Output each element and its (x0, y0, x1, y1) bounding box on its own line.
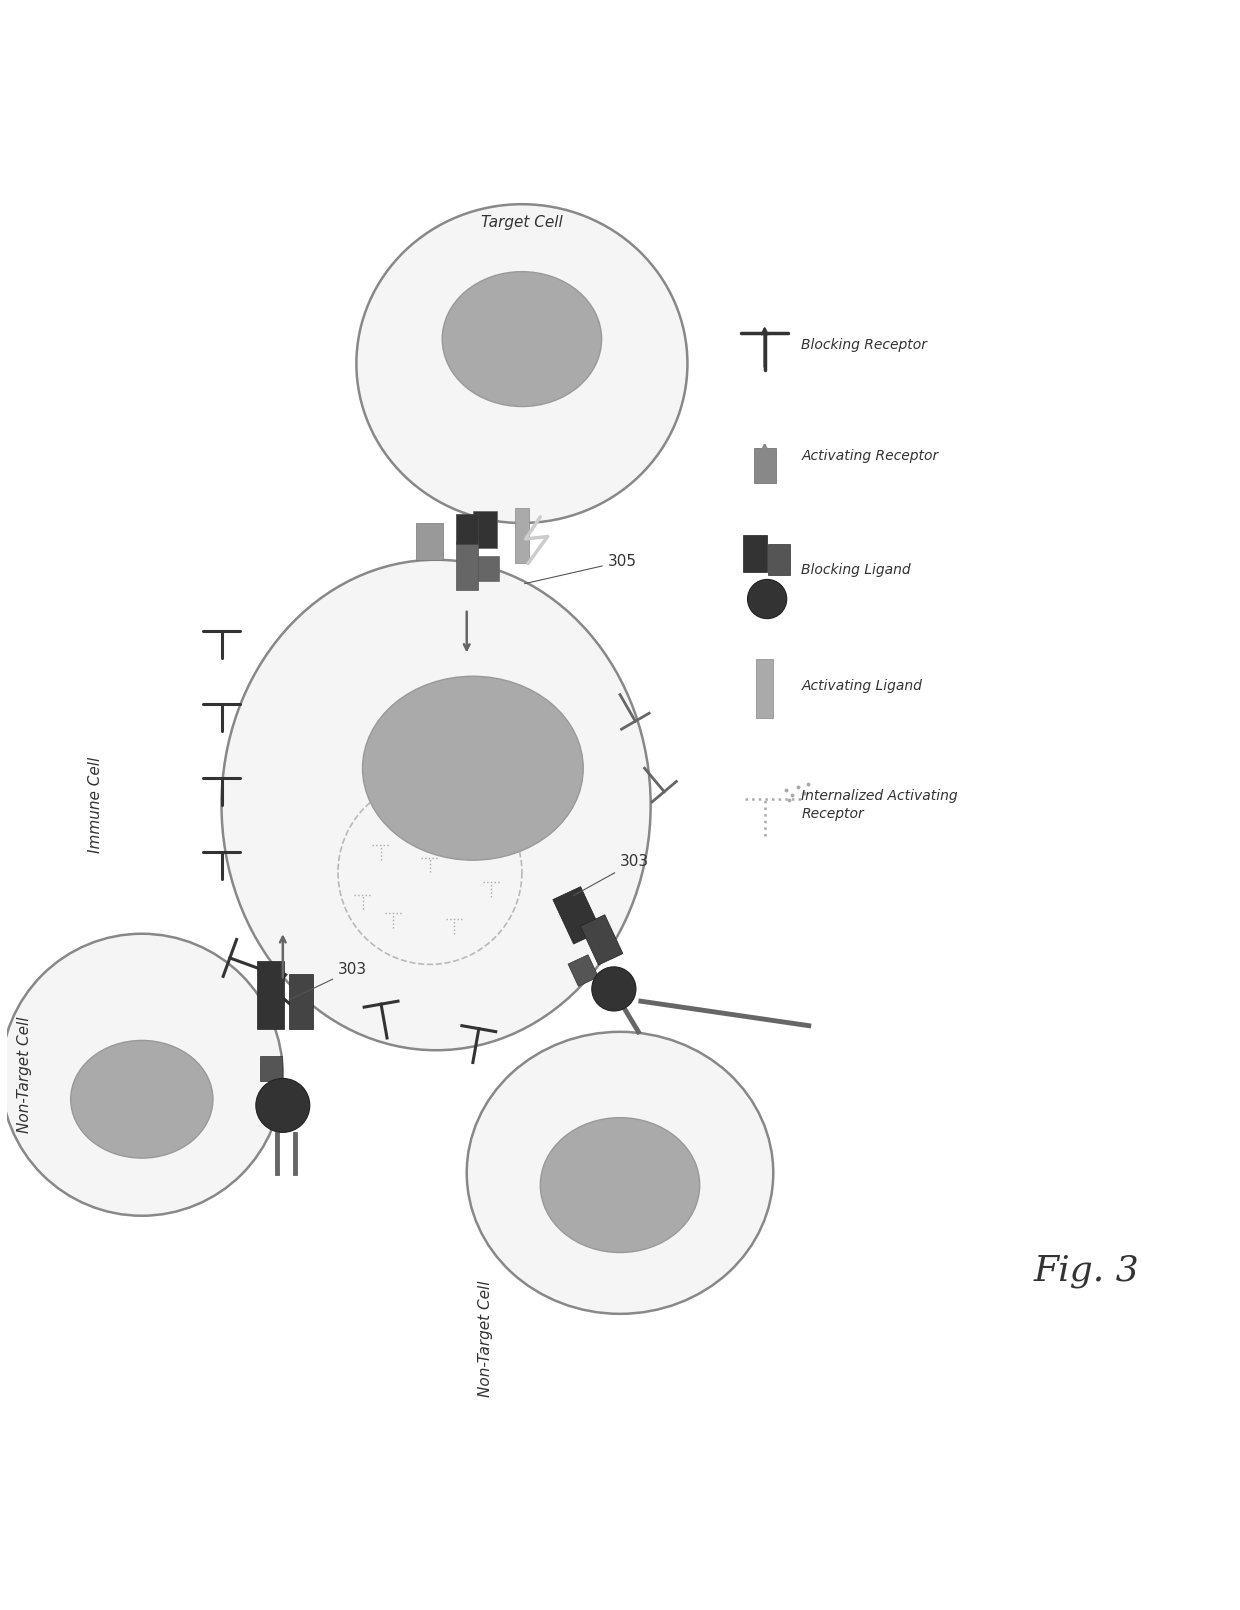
Text: Fig. 3: Fig. 3 (1033, 1254, 1138, 1288)
Bar (754, 448, 776, 483)
Bar (756, 658, 774, 718)
Bar (259, 1056, 281, 1080)
Ellipse shape (466, 1032, 774, 1314)
Bar (257, 961, 284, 1029)
Ellipse shape (222, 560, 651, 1050)
Text: 305: 305 (525, 554, 636, 584)
Text: Blocking Receptor: Blocking Receptor (801, 338, 928, 353)
Ellipse shape (443, 272, 601, 406)
Bar (456, 514, 477, 544)
Polygon shape (553, 887, 601, 943)
Bar (476, 555, 498, 581)
Text: 303: 303 (289, 963, 367, 1000)
Ellipse shape (1, 934, 283, 1216)
Ellipse shape (71, 1040, 213, 1158)
Text: Internalized Activating
Receptor: Internalized Activating Receptor (801, 789, 959, 821)
Circle shape (255, 1079, 310, 1132)
Text: Immune Cell: Immune Cell (88, 757, 103, 853)
Bar (515, 507, 529, 563)
Polygon shape (580, 914, 622, 964)
Text: Target Cell: Target Cell (481, 216, 563, 230)
Bar (417, 523, 444, 560)
Text: Activating Ligand: Activating Ligand (801, 679, 923, 692)
Ellipse shape (541, 1117, 699, 1253)
Circle shape (591, 968, 636, 1011)
Text: 303: 303 (573, 855, 649, 895)
Bar (289, 974, 314, 1029)
Bar (472, 510, 497, 547)
Ellipse shape (362, 676, 583, 860)
Bar (456, 541, 477, 591)
Text: Non-Target Cell: Non-Target Cell (16, 1016, 31, 1133)
Text: Non-Target Cell: Non-Target Cell (477, 1280, 492, 1396)
Text: Activating Receptor: Activating Receptor (801, 449, 939, 462)
Bar (743, 535, 768, 572)
Circle shape (748, 580, 786, 618)
Ellipse shape (356, 204, 687, 523)
Text: Blocking Ligand: Blocking Ligand (801, 562, 911, 576)
Bar (769, 544, 790, 575)
Polygon shape (568, 955, 599, 987)
